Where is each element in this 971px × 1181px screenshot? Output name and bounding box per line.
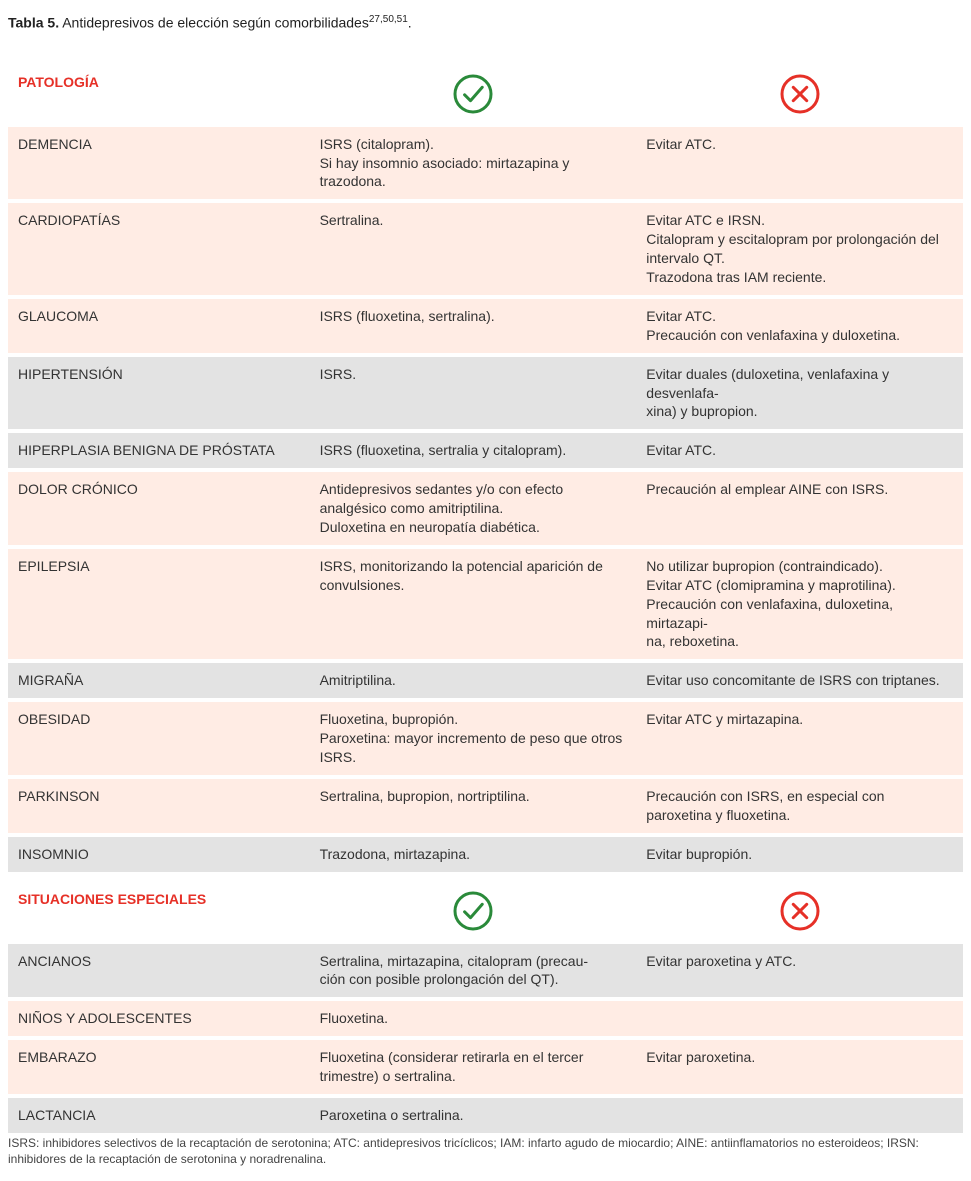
avoid-cell: Evitar ATC.: [636, 433, 963, 468]
pathology-label: DOLOR CRÓNICO: [8, 472, 310, 545]
table-row: GLAUCOMAISRS (fluoxetina, sertralina).Ev…: [8, 299, 963, 353]
table-row: LACTANCIAParoxetina o sertralina.: [8, 1098, 963, 1133]
section-header: SITUACIONES ESPECIALES: [8, 872, 310, 944]
recommended-cell: ISRS, monitorizando la potencial aparici…: [310, 549, 637, 659]
section-header-row: SITUACIONES ESPECIALES: [8, 872, 963, 944]
recommended-cell: Sertralina, mirtazapina, citalopram (pre…: [310, 944, 637, 998]
avoid-cell: Evitar ATC y mirtazapina.: [636, 702, 963, 775]
recommended-cell: Sertralina, bupropion, nortriptilina.: [310, 779, 637, 833]
avoid-cell: Evitar ATC.: [636, 127, 963, 200]
recommended-cell: ISRS.: [310, 357, 637, 430]
table-caption: Tabla 5. Antidepresivos de elección segú…: [8, 14, 963, 31]
recommended-cell: Amitriptilina.: [310, 663, 637, 698]
recommended-cell: ISRS (fluoxetina, sertralia y citalopram…: [310, 433, 637, 468]
cross-icon: [636, 55, 963, 127]
table-row: EMBARAZOFluoxetina (considerar retirarla…: [8, 1040, 963, 1094]
pathology-label: GLAUCOMA: [8, 299, 310, 353]
table-row: NIÑOS Y ADOLESCENTESFluoxetina.: [8, 1001, 963, 1036]
avoid-cell: Evitar paroxetina.: [636, 1040, 963, 1094]
pathology-label: NIÑOS Y ADOLESCENTES: [8, 1001, 310, 1036]
caption-label: Tabla 5.: [8, 15, 59, 31]
avoid-cell: Evitar duales (duloxetina, venlafaxina y…: [636, 357, 963, 430]
check-icon: [310, 872, 637, 944]
pathology-label: CARDIOPATÍAS: [8, 203, 310, 295]
pathology-label: INSOMNIO: [8, 837, 310, 872]
pathology-label: HIPERTENSIÓN: [8, 357, 310, 430]
recommended-cell: Fluoxetina.: [310, 1001, 637, 1036]
recommended-cell: Antidepresivos sedantes y/o con efecto a…: [310, 472, 637, 545]
avoid-cell: Evitar ATC e IRSN.Citalopram y escitalop…: [636, 203, 963, 295]
recommended-cell: Paroxetina o sertralina.: [310, 1098, 637, 1133]
cross-icon: [636, 872, 963, 944]
recommended-cell: Fluoxetina (considerar retirarla en el t…: [310, 1040, 637, 1094]
avoid-cell: [636, 1001, 963, 1036]
recommended-cell: Trazodona, mirtazapina.: [310, 837, 637, 872]
avoid-cell: Evitar paroxetina y ATC.: [636, 944, 963, 998]
avoid-cell: Evitar uso concomitante de ISRS con trip…: [636, 663, 963, 698]
pathology-label: PARKINSON: [8, 779, 310, 833]
pathology-label: ANCIANOS: [8, 944, 310, 998]
caption-sup: 27,50,51: [369, 14, 408, 25]
avoid-cell: [636, 1098, 963, 1133]
table-row: DOLOR CRÓNICOAntidepresivos sedantes y/o…: [8, 472, 963, 545]
section-header-row: PATOLOGÍA: [8, 55, 963, 127]
table-row: OBESIDADFluoxetina, bupropión.Paroxetina…: [8, 702, 963, 775]
caption-text: Antidepresivos de elección según comorbi…: [62, 15, 369, 31]
avoid-cell: Evitar bupropión.: [636, 837, 963, 872]
pathology-label: DEMENCIA: [8, 127, 310, 200]
pathology-label: MIGRAÑA: [8, 663, 310, 698]
pathology-label: LACTANCIA: [8, 1098, 310, 1133]
pathology-label: EMBARAZO: [8, 1040, 310, 1094]
section-header: PATOLOGÍA: [8, 55, 310, 127]
footnote: ISRS: inhibidores selectivos de la recap…: [8, 1135, 963, 1167]
table-row: HIPERPLASIA BENIGNA DE PRÓSTATAISRS (flu…: [8, 433, 963, 468]
table-row: DEMENCIAISRS (citalopram).Si hay insomni…: [8, 127, 963, 200]
recommended-cell: ISRS (citalopram).Si hay insomnio asocia…: [310, 127, 637, 200]
table-row: EPILEPSIAISRS, monitorizando la potencia…: [8, 549, 963, 659]
comorbidity-table: PATOLOGÍADEMENCIAISRS (citalopram).Si ha…: [8, 55, 963, 1133]
table-row: HIPERTENSIÓNISRS.Evitar duales (duloxeti…: [8, 357, 963, 430]
table-row: MIGRAÑAAmitriptilina.Evitar uso concomit…: [8, 663, 963, 698]
avoid-cell: Evitar ATC.Precaución con venlafaxina y …: [636, 299, 963, 353]
recommended-cell: ISRS (fluoxetina, sertralina).: [310, 299, 637, 353]
table-row: ANCIANOSSertralina, mirtazapina, citalop…: [8, 944, 963, 998]
pathology-label: OBESIDAD: [8, 702, 310, 775]
avoid-cell: Precaución con ISRS, en especial con par…: [636, 779, 963, 833]
avoid-cell: No utilizar bupropion (contraindicado).E…: [636, 549, 963, 659]
table-row: PARKINSONSertralina, bupropion, nortript…: [8, 779, 963, 833]
check-icon: [310, 55, 637, 127]
pathology-label: HIPERPLASIA BENIGNA DE PRÓSTATA: [8, 433, 310, 468]
avoid-cell: Precaución al emplear AINE con ISRS.: [636, 472, 963, 545]
pathology-label: EPILEPSIA: [8, 549, 310, 659]
recommended-cell: Fluoxetina, bupropión.Paroxetina: mayor …: [310, 702, 637, 775]
recommended-cell: Sertralina.: [310, 203, 637, 295]
table-row: INSOMNIOTrazodona, mirtazapina.Evitar bu…: [8, 837, 963, 872]
caption-end: .: [408, 15, 412, 31]
table-row: CARDIOPATÍASSertralina.Evitar ATC e IRSN…: [8, 203, 963, 295]
